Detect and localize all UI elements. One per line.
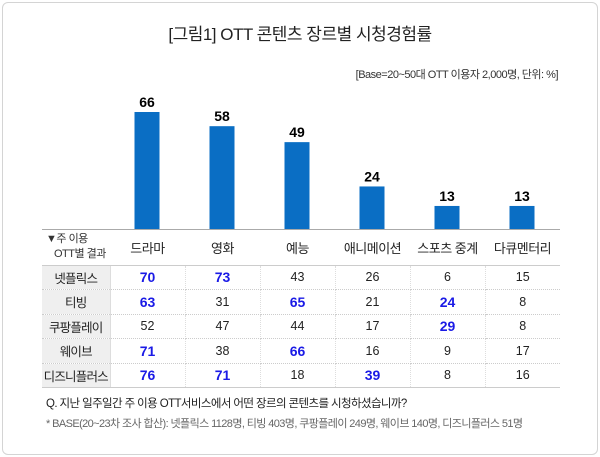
table-cell: 8 bbox=[485, 289, 560, 315]
table-cell: 38 bbox=[185, 338, 261, 364]
table-header-row: ▼주 이용 OTT별 결과 드라마 영화 예능 애니메이션 스포츠 중계 다큐멘터리 bbox=[42, 230, 560, 266]
row-label: 넷플릭스 bbox=[42, 265, 111, 290]
table-row: 쿠팡플레이 52 47 44 17 29 8 bbox=[42, 314, 560, 339]
table-cell: 65 bbox=[260, 289, 336, 315]
table-cell: 44 bbox=[260, 314, 336, 339]
row-label: 디즈니플러스 bbox=[42, 363, 111, 388]
table-row: 넷플릭스 70 73 43 26 6 15 bbox=[42, 265, 560, 290]
bar-5 bbox=[509, 205, 535, 229]
table-cell: 63 bbox=[110, 289, 186, 315]
table-cell: 8 bbox=[485, 314, 560, 339]
table-cell: 15 bbox=[485, 265, 560, 290]
results-table: ▼주 이용 OTT별 결과 드라마 영화 예능 애니메이션 스포츠 중계 다큐멘터리 넷플릭… bbox=[42, 230, 560, 388]
bar-value-label: 24 bbox=[364, 168, 380, 184]
bar-0 bbox=[134, 112, 160, 229]
table-cell: 17 bbox=[485, 338, 560, 364]
bar-value-label: 13 bbox=[439, 188, 455, 204]
chart-baseline bbox=[42, 229, 560, 230]
table-cell: 26 bbox=[335, 265, 411, 290]
bar-3 bbox=[359, 186, 385, 229]
table-cell: 31 bbox=[185, 289, 261, 315]
bar-value-label: 13 bbox=[514, 188, 530, 204]
table-cell: 16 bbox=[335, 338, 411, 364]
row-label: 웨이브 bbox=[42, 338, 111, 364]
table-cell: 66 bbox=[260, 338, 336, 364]
category-header: 예능 bbox=[260, 230, 335, 266]
table-cell: 29 bbox=[410, 314, 486, 339]
table-row: 디즈니플러스 76 71 18 39 8 16 bbox=[42, 363, 560, 388]
table-row: 웨이브 71 38 66 16 9 17 bbox=[42, 338, 560, 364]
corner-line-2: OTT별 결과 bbox=[54, 248, 106, 261]
category-header: 다큐멘터리 bbox=[485, 230, 560, 266]
table-and-notes: ▼주 이용 OTT별 결과 드라마 영화 예능 애니메이션 스포츠 중계 다큐멘터리 넷플릭… bbox=[42, 230, 572, 431]
bar-chart: 66 58 49 24 13 13 bbox=[134, 94, 535, 229]
category-header: 영화 bbox=[185, 230, 260, 266]
corner-line-1: ▼주 이용 bbox=[46, 233, 88, 246]
table-cell: 39 bbox=[335, 363, 411, 388]
chart-title: [그림1] OTT 콘텐츠 장르별 시청경험률 bbox=[168, 25, 432, 44]
table-cell: 24 bbox=[410, 289, 486, 315]
table-cell: 52 bbox=[110, 314, 186, 339]
table-cell: 17 bbox=[335, 314, 411, 339]
table-cell: 70 bbox=[110, 265, 186, 290]
row-label: 쿠팡플레이 bbox=[42, 314, 111, 339]
table-cell: 16 bbox=[485, 363, 560, 388]
survey-question: Q. 지난 일주일간 주 이용 OTT서비스에서 어떤 장르의 콘텐츠를 시청하… bbox=[46, 398, 407, 410]
table-cell: 8 bbox=[410, 363, 486, 388]
bar-2 bbox=[284, 142, 310, 229]
bar-value-label: 66 bbox=[139, 94, 155, 110]
table-row: 티빙 63 31 65 21 24 8 bbox=[42, 289, 560, 315]
bar-4 bbox=[434, 205, 460, 229]
bar-1 bbox=[209, 126, 235, 229]
table-cell: 6 bbox=[410, 265, 486, 290]
bar-value-label: 49 bbox=[289, 124, 305, 140]
table-cell: 47 bbox=[185, 314, 261, 339]
table-corner-label: ▼주 이용 OTT별 결과 bbox=[42, 230, 110, 266]
category-header: 드라마 bbox=[110, 230, 185, 266]
table-cell: 9 bbox=[410, 338, 486, 364]
base-note: [Base=20~50대 OTT 이용자 2,000명, 단위: %] bbox=[355, 69, 559, 81]
table-cell: 21 bbox=[335, 289, 411, 315]
category-header: 스포츠 중계 bbox=[410, 230, 485, 266]
table-cell: 73 bbox=[185, 265, 261, 290]
table-cell: 43 bbox=[260, 265, 336, 290]
base-footnote: * BASE(20~23차 조사 합산): 넷플릭스 1128명, 티빙 403… bbox=[46, 418, 523, 430]
table-cell: 71 bbox=[110, 338, 186, 364]
bar-value-label: 58 bbox=[214, 108, 230, 124]
table-cell: 18 bbox=[260, 363, 336, 388]
table-cell: 71 bbox=[185, 363, 261, 388]
row-label: 티빙 bbox=[42, 289, 111, 315]
category-header: 애니메이션 bbox=[335, 230, 410, 266]
table-cell: 76 bbox=[110, 363, 186, 388]
